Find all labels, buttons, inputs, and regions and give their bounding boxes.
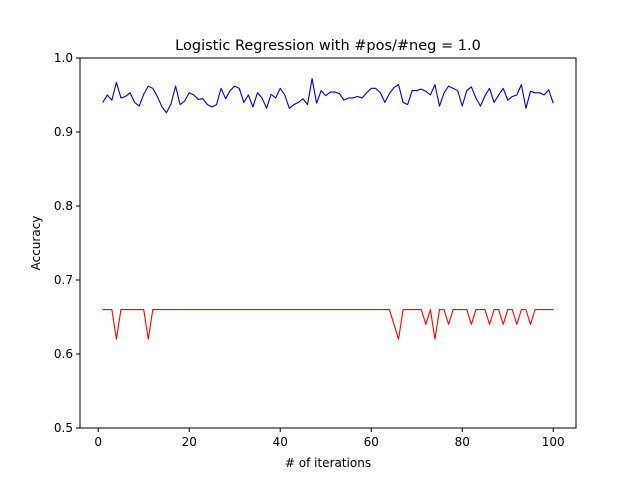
ticks-layer: 0 20 40 60 80 100 0.5 0.6 0.7 0.8 0.9 1.0 — [54, 51, 565, 449]
plot-frame — [79, 57, 577, 429]
series-layer — [102, 78, 554, 340]
series-line-2 — [102, 309, 554, 340]
y-tick-label: 0.9 — [54, 125, 73, 139]
chart-title: Logistic Regression with #pos/#neg = 1.0 — [175, 38, 481, 54]
x-tick-label: 60 — [364, 435, 379, 449]
y-tick-label: 0.8 — [54, 199, 73, 213]
y-tick-label: 0.5 — [54, 421, 73, 435]
x-axis-label: # of iterations — [285, 456, 371, 470]
x-tick-label: 80 — [455, 435, 470, 449]
x-tick-label: 20 — [182, 435, 197, 449]
series-line-1 — [102, 78, 554, 114]
y-tick-label: 0.6 — [54, 347, 73, 361]
y-axis-label: Accuracy — [29, 216, 43, 271]
y-tick-label: 1.0 — [54, 51, 73, 65]
x-tick-label: 40 — [273, 435, 288, 449]
y-tick-label: 0.7 — [54, 273, 73, 287]
x-tick-label: 0 — [94, 435, 102, 449]
x-tick-label: 100 — [542, 435, 565, 449]
